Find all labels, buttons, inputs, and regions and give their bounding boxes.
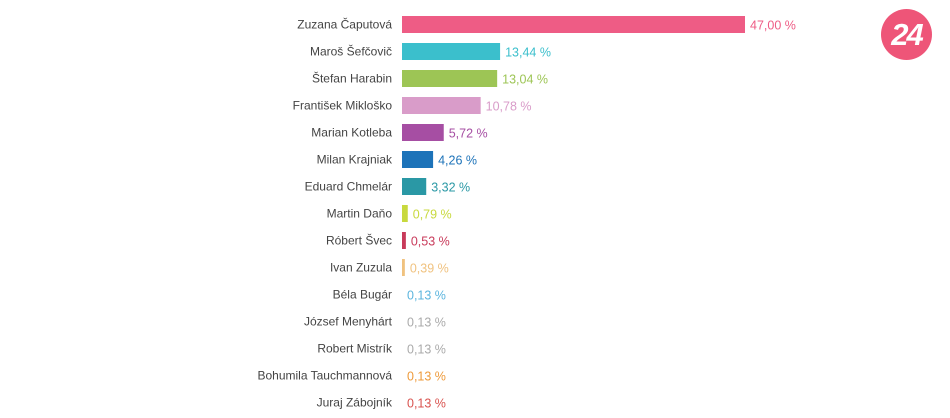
value-label: 0,13 % [407, 289, 446, 303]
value-label: 47,00 % [750, 19, 796, 33]
value-label: 10,78 % [486, 100, 532, 114]
bar-row: Bohumila Tauchmannová 0,13 % [257, 369, 445, 384]
value-label: 0,13 % [407, 370, 446, 384]
value-label: 13,44 % [505, 46, 551, 60]
category-label: Marian Kotleba [311, 126, 392, 140]
bar [402, 70, 498, 87]
value-label: 0,13 % [407, 316, 446, 330]
category-label: Eduard Chmelár [305, 180, 392, 194]
category-label: Ivan Zuzula [330, 261, 392, 275]
category-label: Juraj Zábojník [317, 396, 393, 410]
bar-row: Marian Kotleba 5,72 % [311, 124, 488, 141]
bar [402, 259, 405, 276]
category-label: József Menyhárt [304, 315, 393, 329]
bar-row: Martin Daňo 0,79 % [327, 205, 452, 222]
value-label: 0,39 % [410, 262, 449, 276]
logo-text: 24 [891, 16, 924, 52]
category-label: Robert Mistrík [317, 342, 393, 356]
bar [402, 124, 444, 141]
category-label: Béla Bugár [333, 288, 392, 302]
category-label: Maroš Šefčovič [310, 44, 392, 59]
value-label: 0,79 % [413, 208, 452, 222]
category-label: Štefan Harabin [312, 71, 392, 86]
bar [402, 97, 481, 114]
category-label: Zuzana Čaputová [297, 17, 392, 32]
bar-row: Juraj Zábojník 0,13 % [317, 396, 446, 411]
bar [402, 205, 408, 222]
bar [402, 16, 745, 33]
category-label: Bohumila Tauchmannová [257, 369, 392, 383]
bar-row: Milan Krajniak 4,26 % [317, 151, 477, 168]
value-label: 13,04 % [502, 73, 548, 87]
bar [402, 43, 501, 60]
bar-row: František Mikloško 10,78 % [293, 97, 532, 114]
bar-row: Béla Bugár 0,13 % [333, 288, 446, 303]
value-label: 0,53 % [411, 235, 450, 249]
bar [402, 232, 406, 249]
category-label: Milan Krajniak [317, 153, 393, 167]
category-label: František Mikloško [293, 99, 393, 113]
bar [402, 178, 427, 195]
logo-24-badge: 24 [881, 9, 932, 60]
bar-row: Ivan Zuzula 0,39 % [330, 259, 449, 276]
category-label: Martin Daňo [327, 207, 393, 221]
bar-row: Eduard Chmelár 3,32 % [305, 178, 470, 195]
bar-row: József Menyhárt 0,13 % [304, 315, 446, 330]
value-label: 3,32 % [431, 181, 470, 195]
value-label: 0,13 % [407, 343, 446, 357]
category-label: Róbert Švec [326, 233, 392, 248]
bar-row: Zuzana Čaputová 47,00 % [297, 16, 796, 33]
value-label: 0,13 % [407, 397, 446, 411]
bar-row: Robert Mistrík 0,13 % [317, 342, 446, 357]
bar [402, 151, 434, 168]
value-label: 4,26 % [438, 154, 477, 168]
bar-row: Štefan Harabin 13,04 % [312, 70, 548, 87]
bar-row: Róbert Švec 0,53 % [326, 232, 450, 249]
value-label: 5,72 % [449, 127, 488, 141]
bar-row: Maroš Šefčovič 13,44 % [310, 43, 551, 60]
